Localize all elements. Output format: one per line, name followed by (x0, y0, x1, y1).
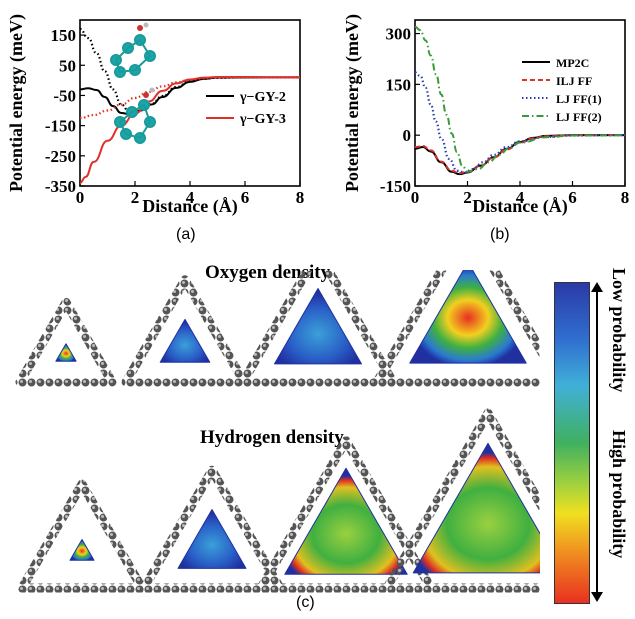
density-map (177, 508, 247, 569)
y-tick-label: 300 (386, 25, 412, 44)
density-map (409, 270, 527, 364)
x-tick-label: 8 (621, 188, 630, 207)
legend-label: LJ FF(1) (556, 92, 602, 106)
chart-a-legend: γ−GY-2 γ−GY-3 (206, 90, 286, 127)
x-tick-label: 6 (241, 188, 250, 207)
x-tick-label: 6 (568, 188, 577, 207)
carbon-ring-triangle (121, 275, 249, 387)
y-tick-label: -150 (45, 117, 76, 136)
chart-a-ylabel: Potential energy (meV) (6, 14, 27, 192)
carbon-ring-triangle (15, 297, 117, 387)
series-line (414, 134, 625, 175)
series-line (414, 71, 626, 174)
carbon-ring-triangle (238, 270, 398, 387)
x-tick-label: 4 (186, 188, 195, 207)
density-map (55, 343, 77, 362)
carbon-ring-triangle (256, 436, 436, 593)
chart-b-ylabel: Potential energy (meV) (342, 14, 363, 192)
carbon-ring-triangle (382, 408, 540, 593)
chart-a-series (79, 27, 300, 184)
legend-label: LJ FF(2) (556, 110, 602, 124)
colorbar-low-label: Low probability (609, 268, 629, 393)
panel-letter-c: (c) (296, 594, 315, 611)
density-map (284, 467, 408, 575)
legend-label: ILJ FF (556, 74, 592, 88)
legend-label: MP2C (556, 56, 589, 70)
colorbar-arrow (591, 282, 603, 602)
colorbar (554, 282, 590, 604)
y-tick-label: 150 (386, 75, 412, 94)
x-tick-label: 0 (411, 188, 420, 207)
x-tick-label: 2 (463, 188, 472, 207)
density-triangles (15, 270, 540, 593)
x-tick-label: 4 (516, 188, 525, 207)
density-map (159, 318, 211, 363)
panel-letter-a: (a) (176, 226, 196, 243)
density-map (412, 442, 540, 574)
chart-a-ticks: 0 2 4 6 8 150 50 -50 -150 -250 -350 (45, 26, 304, 207)
density-map (69, 539, 95, 561)
molecule-inset-top (110, 22, 156, 78)
colorbar-high-label: High probability (609, 430, 629, 559)
chart-b-legend: MP2C ILJ FF LJ FF(1) LJ FF(2) (522, 56, 602, 124)
molecule-inset-bottom (114, 87, 156, 144)
y-tick-label: 150 (51, 26, 77, 45)
density-map (274, 287, 362, 365)
x-tick-label: 0 (76, 188, 85, 207)
carbon-ring-triangle (372, 270, 540, 387)
chart-a-xlabel: Distance (Å) (142, 196, 237, 217)
chart-b-series (414, 25, 626, 176)
y-tick-label: -350 (45, 177, 76, 196)
x-tick-label: 8 (296, 188, 305, 207)
chart-b-xlabel: Distance (Å) (472, 196, 567, 217)
hydrogen-density-title: Hydrogen density (200, 427, 344, 448)
carbon-ring-triangle (17, 479, 147, 593)
panel-letter-b: (b) (490, 226, 510, 243)
series-line (79, 75, 300, 120)
y-tick-label: 0 (403, 126, 412, 145)
chart-a: 0 2 4 6 8 150 50 -50 -150 -250 -350 γ−GY-2 γ−GY-3 D… (6, 14, 304, 217)
density-maps (15, 270, 540, 593)
carbon-ring-triangle (139, 465, 285, 593)
y-tick-label: -50 (53, 86, 76, 105)
y-tick-label: 50 (59, 56, 76, 75)
series-line (414, 25, 626, 173)
x-tick-label: 2 (131, 188, 140, 207)
y-tick-label: -250 (45, 147, 76, 166)
y-tick-label: -150 (380, 177, 411, 196)
legend-label: γ−GY-3 (239, 112, 286, 127)
legend-label: γ−GY-2 (239, 90, 286, 105)
